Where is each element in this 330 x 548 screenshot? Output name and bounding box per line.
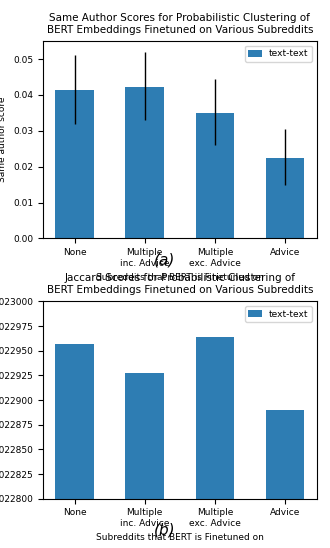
Bar xyxy=(266,410,304,548)
Title: Same Author Scores for Probabilistic Clustering of
BERT Embeddings Finetuned on : Same Author Scores for Probabilistic Clu… xyxy=(47,13,313,35)
Legend: text-text: text-text xyxy=(245,45,312,62)
Y-axis label: Same author score: Same author score xyxy=(0,97,8,182)
Bar xyxy=(125,373,164,548)
X-axis label: Subreddits that BERT is Finetuned on: Subreddits that BERT is Finetuned on xyxy=(96,533,264,543)
Bar xyxy=(55,89,94,238)
Bar xyxy=(125,87,164,238)
Bar xyxy=(196,113,234,238)
Bar xyxy=(266,158,304,238)
Text: (b): (b) xyxy=(154,523,176,538)
Legend: text-text: text-text xyxy=(245,306,312,322)
Title: Jaccard Scores for Probabilistic Clustering of
BERT Embeddings Finetuned on Vari: Jaccard Scores for Probabilistic Cluster… xyxy=(47,273,313,295)
Bar xyxy=(55,344,94,548)
X-axis label: Subreddits that BERT is Finetuned on: Subreddits that BERT is Finetuned on xyxy=(96,273,264,282)
Bar xyxy=(196,337,234,548)
Text: (a): (a) xyxy=(154,253,176,268)
